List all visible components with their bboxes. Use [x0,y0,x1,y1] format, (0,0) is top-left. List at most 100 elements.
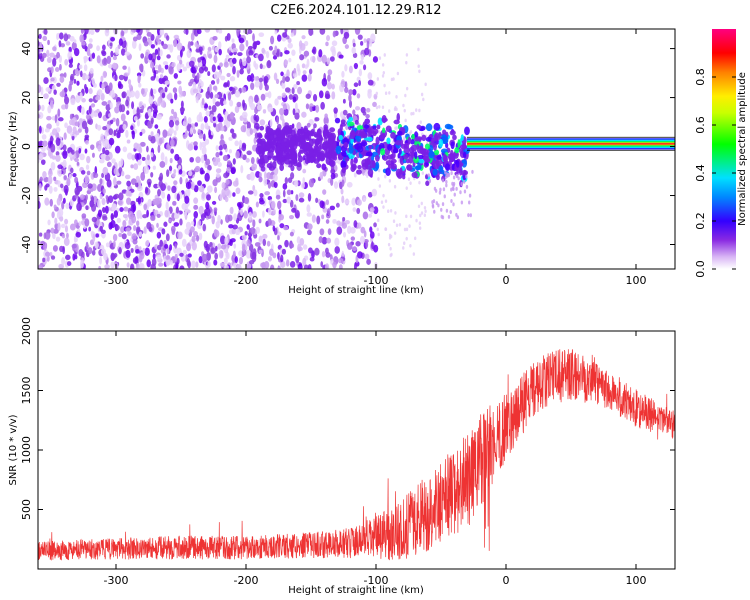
spectrogram-cell [331,40,338,47]
spectrogram-cell [201,253,208,262]
spectrogram-cell [212,96,216,105]
spectrogram-cell [89,29,95,35]
spectrogram-cell [46,49,50,58]
spectrogram-cell [444,174,448,179]
snr-series-line [38,349,675,561]
spectrogram-cell [334,237,340,247]
spectrogram-cell [301,139,307,146]
spectrogram-cell [47,175,53,185]
spectrogram-cell [174,153,180,161]
spectrogram-cell [240,207,244,216]
spectrogram-cell [315,141,319,147]
spectrogram-cell [102,188,106,194]
spectrogram-cell [282,118,285,128]
spectrogram-cell [347,225,352,234]
spectrogram-cell [110,91,116,98]
spectrogram-cell [96,219,100,227]
spectrogram-cell [313,123,317,129]
spectrogram-cell [191,235,196,243]
spectrogram-cell [403,153,409,160]
spectrogram-cell [90,144,95,151]
spectrogram-cell [80,170,86,175]
spectrogram-y-tick-label: 20 [20,91,33,105]
spectrogram-cell [38,264,44,269]
spectrogram-cell [450,171,453,176]
spectrogram-cell [409,146,415,154]
spectrogram-cell [159,161,166,168]
spectrogram-cell [322,145,327,151]
spectrogram-cell [284,87,291,93]
spectrogram-cell [223,100,227,105]
spectrogram-cell [417,154,424,160]
spectrogram-cell [292,96,297,103]
spectrogram-cell [187,41,191,50]
spectrogram-cell [301,111,307,118]
spectrogram-cell [364,253,370,260]
spectrogram-cell [295,255,300,263]
spectrogram-cell [340,160,347,169]
spectrogram-cell [424,82,427,87]
spectrogram-cell [50,161,56,171]
spectrogram-cell [72,173,77,178]
spectrogram-cell [249,128,254,135]
spectrogram-cell [140,53,145,59]
spectrogram-cell [258,172,262,178]
spectrogram-cell [390,77,394,82]
spectrogram-cell [204,29,211,33]
spectrogram-cell [273,209,276,214]
spectrogram-cell [219,151,223,156]
spectrogram-cell [270,35,275,45]
spectrogram-cell [246,56,252,64]
spectrogram-cell [209,91,214,99]
spectrogram-cell [77,105,81,111]
spectrogram-cell [387,209,390,214]
spectrogram-cell [299,54,305,61]
spectrogram-cell [223,264,229,269]
spectrogram-cell [381,105,385,110]
spectrogram-cell [262,154,270,164]
spectrogram-cell [343,31,350,39]
spectrogram-cell [60,223,66,229]
spectrogram-cell [384,227,387,231]
spectrogram-cell [442,154,448,162]
spectrogram-cell [85,114,90,120]
spectrogram-cell [108,113,112,118]
spectrogram-cell [135,29,141,33]
spectrogram-cell [272,252,277,259]
spectrogram-cell [290,32,294,37]
spectrogram-cell [246,224,250,230]
spectrogram-cell [175,206,180,214]
spectrogram-cell [229,76,236,82]
spectrogram-cell [427,173,430,178]
spectrogram-cell [226,167,231,173]
spectrogram-cell [280,139,285,146]
spectrogram-cell [405,53,409,57]
spectrogram-cell [222,143,228,150]
spectrogram-cell [232,47,238,53]
spectrogram-cell [437,203,440,208]
spectrogram-cell [136,209,142,219]
snr-x-axis: -300 -200 -100 0 100 [104,331,647,587]
spectrogram-cell [346,181,353,188]
spectrogram-cell [232,65,236,75]
spectrogram-cell [138,231,143,238]
spectrogram-cell [367,168,374,177]
spectrogram-cell [362,211,369,220]
spectrogram-cell [192,129,197,134]
spectrogram-cell [283,225,289,231]
spectrogram-cell [83,64,88,72]
spectrogram-cell [248,260,255,265]
spectrogram-cell [390,158,397,164]
spectrogram-cell [242,154,247,161]
spectrogram-cell [161,191,166,199]
spectrogram-cell [267,181,272,189]
spectrogram-cell [161,228,166,235]
spectrogram-cell [33,37,37,44]
spectrogram-cell [418,159,425,164]
spectrogram-cell [41,134,47,140]
spectrogram-cell [366,40,370,50]
spectrogram-cell [183,211,187,217]
spectrogram-cell [59,215,64,222]
spectrogram-cell [122,213,128,219]
spectrogram-cell [79,153,85,161]
